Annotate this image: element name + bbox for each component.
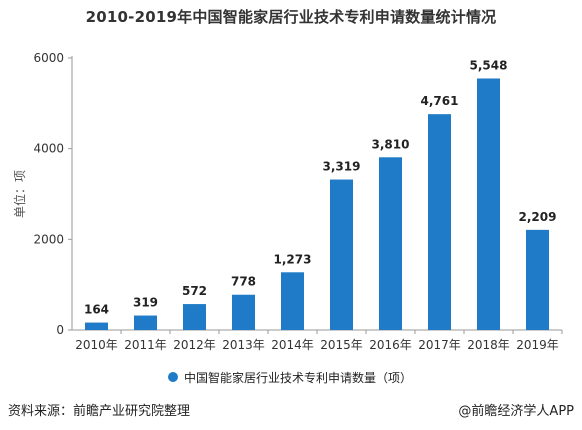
bar — [379, 157, 402, 330]
legend-label: 中国智能家居行业技术专利申请数量（项） — [184, 370, 412, 385]
chart-title: 2010-2019年中国智能家居行业技术专利申请数量统计情况 — [85, 8, 497, 26]
data-label: 572 — [182, 284, 207, 298]
data-label: 319 — [133, 296, 158, 310]
x-tick-label: 2017年 — [418, 338, 461, 352]
bar — [183, 304, 206, 330]
data-label: 2,209 — [519, 210, 557, 224]
x-tick-label: 2015年 — [320, 338, 363, 352]
bar — [526, 229, 549, 330]
data-label: 3,810 — [372, 137, 410, 151]
y-tick-label: 0 — [56, 323, 64, 337]
bar — [232, 294, 255, 330]
data-label: 4,761 — [421, 94, 459, 108]
x-tick-label: 2013年 — [222, 338, 265, 352]
source-note: 资料来源：前瞻产业研究院整理 — [8, 404, 191, 419]
y-tick-label: 6000 — [33, 51, 64, 65]
bar — [85, 322, 108, 330]
bar — [428, 114, 451, 330]
legend-marker — [168, 372, 178, 382]
bar — [281, 272, 304, 330]
x-tick-label: 2010年 — [75, 338, 118, 352]
x-tick-label: 2016年 — [369, 338, 412, 352]
x-tick-label: 2018年 — [467, 338, 510, 352]
x-tick-label: 2011年 — [124, 338, 167, 352]
y-tick-label: 2000 — [33, 232, 64, 246]
data-label: 5,548 — [470, 58, 508, 72]
y-tick-label: 4000 — [33, 142, 64, 156]
x-tick-label: 2012年 — [173, 338, 216, 352]
data-label: 1,273 — [274, 252, 312, 266]
data-label: 3,319 — [323, 160, 361, 174]
data-label: 778 — [231, 275, 256, 289]
x-tick-label: 2014年 — [271, 338, 314, 352]
x-tick-label: 2019年 — [516, 338, 559, 352]
y-axis-title: 单位：项 — [12, 170, 27, 218]
data-label: 164 — [84, 303, 109, 317]
credit-note: @前瞻经济学人APP — [458, 404, 574, 419]
bar — [134, 315, 157, 330]
bar — [330, 179, 353, 330]
bar — [477, 78, 500, 331]
